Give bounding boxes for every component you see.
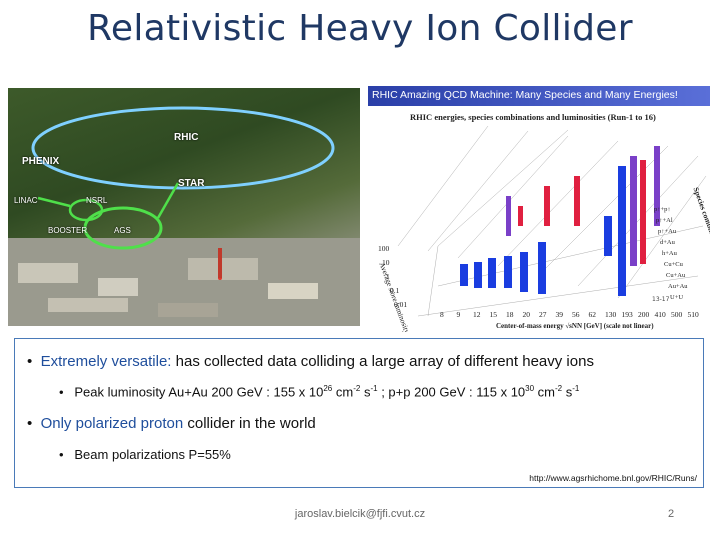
chart-graphic [397, 125, 707, 317]
bullet-peak-luminosity: • Peak luminosity Au+Au 200 GeV : 155 x … [59, 384, 580, 400]
chart-x-tick: 56 [572, 310, 580, 319]
chart-species-tick: h+Au [662, 250, 677, 257]
chart-y-tick: 100 [378, 244, 390, 253]
chart-y-tick: 1 [386, 272, 390, 281]
chart-bar [654, 146, 660, 226]
lumi-exp-f: -1 [572, 384, 580, 393]
lumi-exp-e: -2 [555, 384, 563, 393]
chart-species-tick: p↑+Au [658, 228, 677, 235]
rhic-luminosity-chart: RHIC Amazing QCD Machine: Many Species a… [368, 86, 710, 332]
chart-bar [520, 252, 528, 292]
bullet-versatile-prefix: Extremely versatile: [40, 353, 172, 370]
chart-bar [618, 166, 626, 296]
chart-x-tick: 500 [671, 310, 683, 319]
chart-bar [506, 196, 511, 236]
source-url[interactable]: http://www.agsrhichome.bnl.gov/RHIC/Runs… [529, 473, 697, 483]
chart-header-banner: RHIC Amazing QCD Machine: Many Species a… [368, 86, 710, 106]
chart-x-tick: 8 [440, 310, 444, 319]
lumi-text-d: ; p+p 200 GeV : 115 x 10 [377, 384, 526, 400]
bullet-polarized: • Only polarized proton collider in the … [27, 415, 316, 432]
bullet-box: • Extremely versatile: has collected dat… [14, 338, 704, 488]
chart-grid-line [577, 155, 699, 287]
chart-bar [518, 206, 523, 226]
chart-y-tick: 0.1 [390, 286, 400, 295]
bullet-versatile: • Extremely versatile: has collected dat… [27, 353, 594, 370]
chart-grid-line [617, 175, 707, 299]
chart-x-tick: 9 [456, 310, 461, 319]
chart-bar [538, 242, 546, 294]
chart-grid-line [437, 225, 704, 287]
star-label: STAR [178, 178, 205, 189]
lumi-exp-d: 30 [525, 384, 535, 393]
lumi-exp-a: 26 [323, 384, 333, 393]
lumi-text-a: Peak luminosity Au+Au 200 GeV : 155 x 10 [74, 384, 324, 400]
bullet-versatile-text: has collected data colliding a large arr… [171, 353, 594, 370]
chart-bar [544, 186, 550, 226]
chart-species-tick: p↑+Al [656, 217, 673, 224]
chart-x-tick: 12 [473, 310, 481, 319]
chart-x-tick: 20 [522, 310, 531, 319]
chart-grid-line [427, 245, 439, 317]
rhic-label: RHIC [174, 132, 199, 143]
slide-title: Relativistic Heavy Ion Collider [87, 8, 633, 49]
page-number: 2 [668, 508, 675, 520]
chart-bar [474, 262, 482, 288]
chart-species-tick: Au+Au [668, 283, 688, 290]
chart-grid-line [457, 135, 569, 259]
chart-x-tick: 39 [555, 310, 564, 319]
chart-x-tick: 27 [539, 310, 547, 319]
chart-x-tick: 62 [588, 310, 597, 319]
booster-label: BOOSTER [48, 226, 88, 235]
chart-x-tick: 410 [654, 310, 666, 319]
chart-species-tick: U+U [670, 294, 684, 301]
chart-x-tick: 510 [687, 310, 699, 319]
chart-bar [460, 264, 468, 286]
ags-label: AGS [114, 226, 131, 235]
nsrl-label: NSRL [86, 196, 108, 205]
chart-bar [630, 156, 637, 266]
chart-bar [488, 258, 496, 288]
chart-grid-line [427, 130, 529, 252]
chart-x-tick: 193 [621, 310, 633, 319]
chart-grid-line [537, 145, 669, 277]
rhic-aerial-photo: RHIC PHENIX STAR LINAC NSRL BOOSTER AGS [8, 88, 360, 326]
phenix-label: PHENIX [22, 156, 60, 167]
chart-grid-line [497, 140, 619, 267]
chart-bar [504, 256, 512, 288]
bullet-polarized-prefix: Only polarized proton [40, 415, 184, 432]
chart-x-axis-label: Center-of-mass energy √sNN [GeV] (scale … [496, 322, 654, 330]
lumi-exp-b: -2 [353, 384, 361, 393]
chart-grid-line [397, 125, 489, 247]
chart-grid-line [417, 275, 699, 317]
chart-x-tick: 130 [605, 310, 617, 319]
chart-bar [640, 160, 646, 264]
chart-x-tick: 15 [489, 310, 498, 319]
chart-species-tick: p↑+p↑ [654, 206, 671, 213]
chart-run-note: 13-17 [652, 296, 670, 303]
chart-subtitle: RHIC energies, species combinations and … [410, 112, 656, 122]
chart-species-tick: Cu+Cu [664, 261, 683, 268]
lumi-text-b: cm [332, 384, 354, 400]
bullet-beam-polarization: • Beam polarizations P=55% [59, 447, 231, 462]
chart-bar [574, 176, 580, 226]
lumi-text-f: s [562, 384, 573, 400]
chart-y-tick: 0.01 [394, 300, 408, 309]
chart-x-tick: 18 [506, 310, 514, 319]
lumi-text-e: cm [534, 384, 556, 400]
lumi-exp-c: -1 [370, 384, 378, 393]
chart-species-tick: d+Au [660, 239, 675, 246]
lumi-text-c: s [360, 384, 371, 400]
chart-grid-line [437, 129, 569, 247]
chart-bar [604, 216, 612, 256]
chart-x-tick: 200 [638, 310, 650, 319]
chart-species-tick: Cu+Au [666, 272, 686, 279]
footer-email: jaroslav.bielcik@fjfi.cvut.cz [294, 508, 426, 520]
bullet-polarized-text: collider in the world [183, 415, 316, 432]
bullet-beam-polarization-text: Beam polarizations P=55% [74, 447, 231, 462]
linac-label: LINAC [14, 196, 38, 205]
chart-y-tick: 10 [382, 258, 390, 267]
chart-header: RHIC Amazing QCD Machine: Many Species a… [372, 89, 678, 101]
